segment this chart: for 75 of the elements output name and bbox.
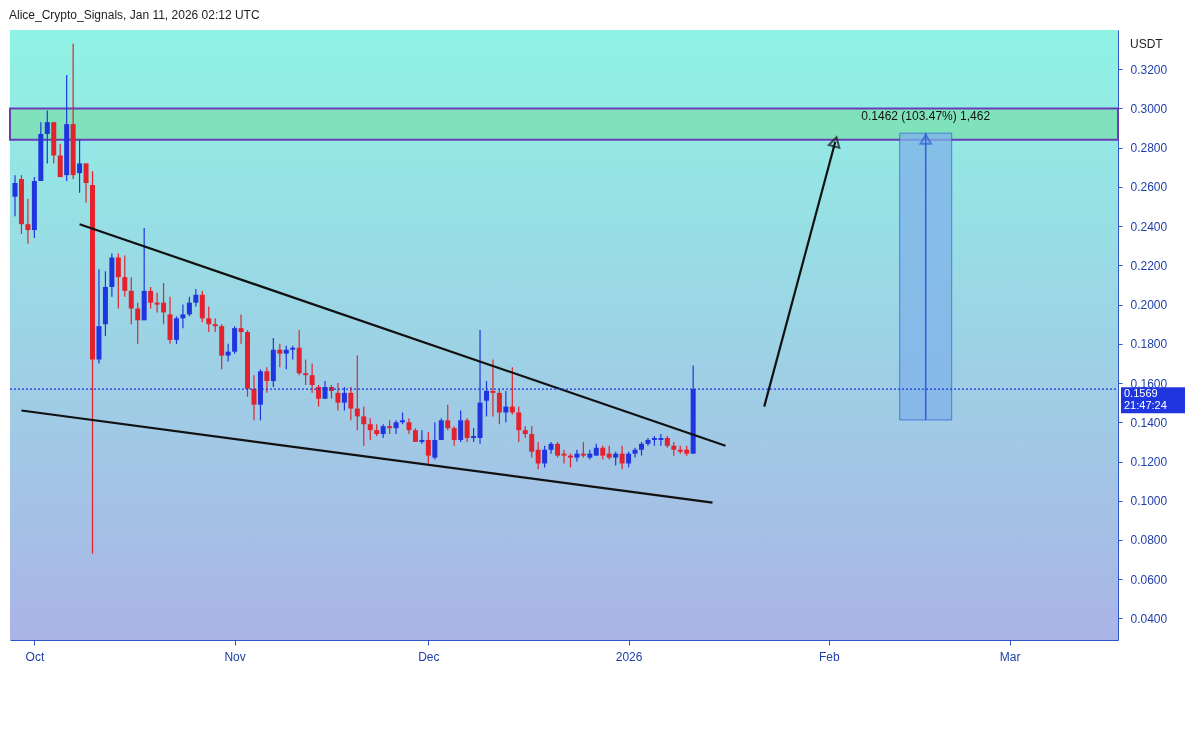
- candlestick: [451, 425, 457, 447]
- candlestick: [361, 405, 367, 447]
- candlestick: [438, 417, 444, 441]
- y-tick-label: 0.2200: [1130, 258, 1168, 273]
- y-tick-label: 0.0800: [1130, 533, 1168, 548]
- candlestick: [419, 429, 425, 445]
- annotation: 0.1462 (103.47%) 1,462: [861, 109, 991, 124]
- candlestick: [238, 313, 244, 345]
- chart-title: Alice_Crypto_Signals, Jan 11, 2026 02:12 UTC: [9, 8, 260, 22]
- candlestick: [316, 384, 322, 408]
- candlestick: [283, 345, 289, 370]
- candlestick: [277, 343, 283, 368]
- y-tick-label: 0.3000: [1130, 101, 1168, 116]
- ref-line-label: 0.1569: [1124, 387, 1158, 400]
- candlestick: [232, 325, 238, 355]
- candlestick: [574, 449, 580, 463]
- candlestick: [458, 409, 464, 443]
- candlestick: [309, 362, 315, 394]
- candlestick: [393, 419, 399, 435]
- candlestick: [206, 305, 212, 333]
- candlestick: [148, 286, 154, 310]
- candlestick: [425, 431, 431, 465]
- candlestick: [619, 445, 625, 470]
- candlestick: [173, 315, 179, 345]
- text: 21:47:24: [1124, 399, 1167, 412]
- candlestick: [496, 388, 502, 425]
- candlestick: [57, 143, 63, 178]
- candlestick: [535, 441, 541, 470]
- candlestick: [199, 290, 205, 323]
- candlestick: [115, 253, 121, 310]
- candlestick: [44, 109, 50, 164]
- candlestick: [445, 404, 451, 431]
- candlestick: [25, 198, 31, 245]
- candlestick: [83, 162, 89, 204]
- y-tick-label: 0.0600: [1130, 572, 1168, 587]
- candlestick: [225, 343, 231, 363]
- candlestick: [464, 417, 470, 443]
- candlestick: [354, 354, 360, 431]
- y-tick-label: 0.0400: [1130, 611, 1168, 626]
- candlestick: [561, 449, 567, 465]
- candlestick: [367, 417, 373, 441]
- y-tick-label: 0.1400: [1130, 415, 1168, 430]
- x-tick-label: Mar: [999, 649, 1021, 664]
- y-tick-label: 0.2400: [1130, 219, 1168, 234]
- y-tick-label: 0.1800: [1130, 337, 1168, 352]
- x-tick-label: 2026: [615, 649, 643, 664]
- y-tick-label: 0.2800: [1130, 141, 1168, 156]
- candlestick: [632, 447, 638, 459]
- x-tick-label: Feb: [818, 649, 840, 664]
- candlestick: [180, 304, 186, 329]
- candlestick: [348, 386, 354, 421]
- candlestick: [516, 405, 522, 443]
- candlestick: [529, 425, 535, 459]
- y-tick-label: 0.2000: [1130, 298, 1168, 313]
- y-tick-label: 0.3200: [1130, 62, 1168, 77]
- x-tick-label: Dec: [418, 649, 440, 664]
- candlestick: [186, 296, 192, 317]
- x-tick-label: Oct: [25, 649, 45, 664]
- candlestick: [264, 366, 270, 394]
- candlestick: [251, 374, 257, 421]
- candlestick: [135, 302, 141, 345]
- candlestick: [77, 139, 83, 194]
- candlestick: [128, 276, 134, 325]
- x-tick-label: Nov: [224, 649, 246, 664]
- y-axis-title: USDT: [1130, 37, 1164, 51]
- y-tick-label: 0.1200: [1130, 455, 1168, 470]
- candlestick: [122, 254, 128, 298]
- y-tick-label: 0.2600: [1130, 180, 1168, 195]
- y-tick-label: 0.1000: [1130, 494, 1168, 509]
- candlestick: [12, 174, 18, 217]
- candlestick: [335, 382, 341, 412]
- candlestick: [542, 445, 548, 468]
- candlestick: [432, 421, 438, 461]
- candlestick: [490, 358, 496, 417]
- candlestick: [303, 358, 309, 386]
